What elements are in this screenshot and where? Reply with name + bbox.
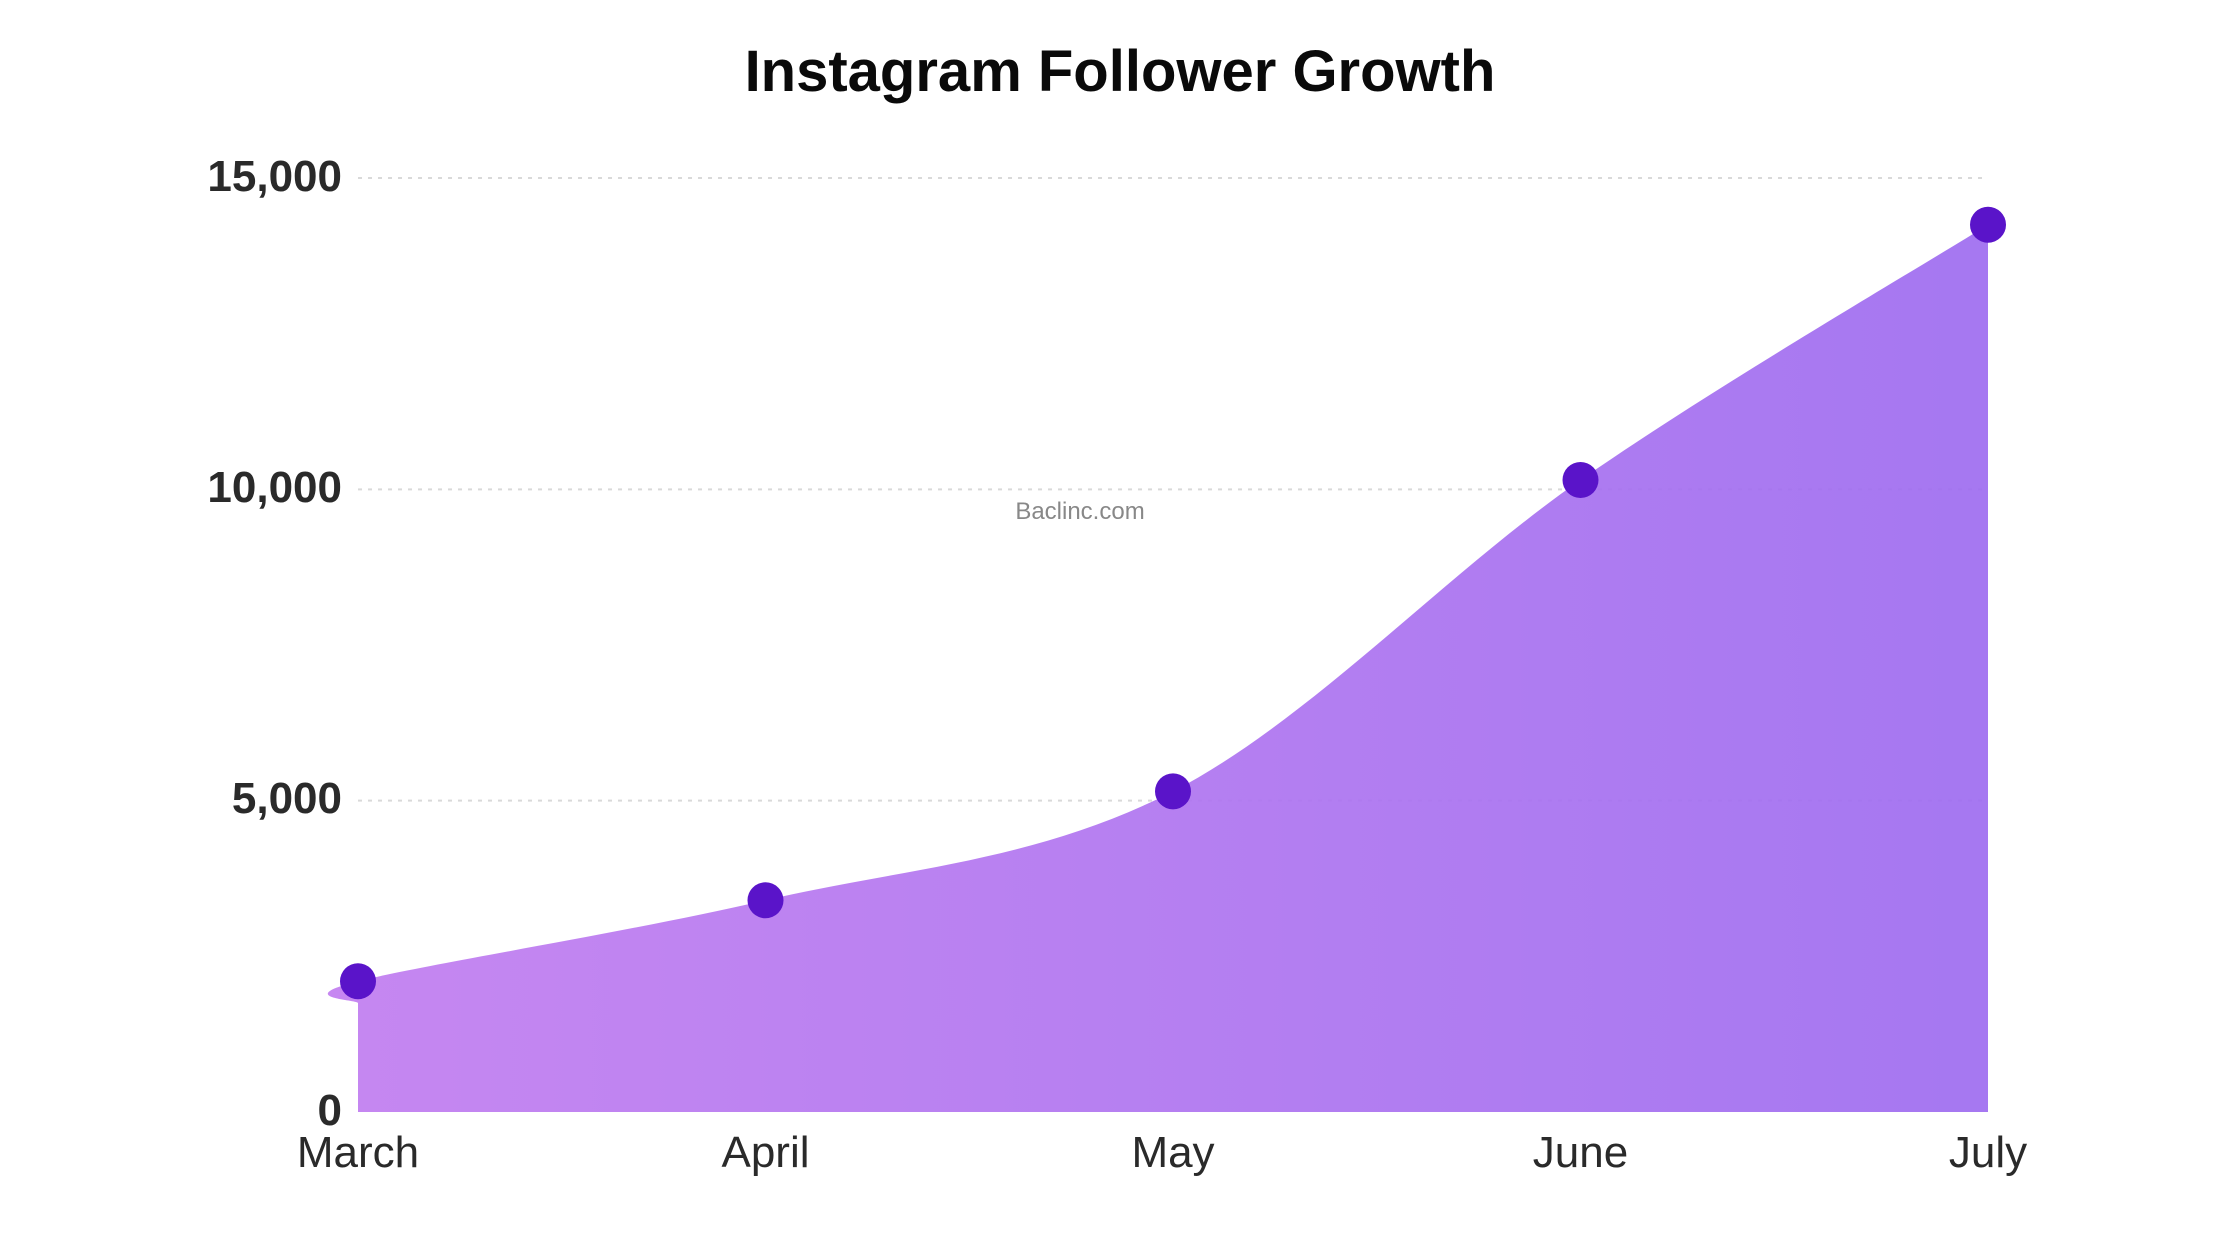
y-tick-label: 10,000 <box>0 463 342 513</box>
x-tick-label: June <box>1431 1128 1731 1178</box>
area-fill <box>328 225 1988 1112</box>
y-tick-label: 5,000 <box>0 774 342 824</box>
data-point <box>748 882 784 918</box>
chart-container: Instagram Follower Growth Baclinc.com 05… <box>0 0 2240 1260</box>
x-tick-label: April <box>616 1128 916 1178</box>
y-tick-label: 15,000 <box>0 152 342 202</box>
x-tick-label: March <box>208 1128 508 1178</box>
data-point <box>1970 207 2006 243</box>
data-point <box>1155 773 1191 809</box>
data-point <box>340 963 376 999</box>
watermark: Baclinc.com <box>930 498 1230 526</box>
x-tick-label: July <box>1838 1128 2138 1178</box>
data-point <box>1563 462 1599 498</box>
x-tick-label: May <box>1023 1128 1323 1178</box>
